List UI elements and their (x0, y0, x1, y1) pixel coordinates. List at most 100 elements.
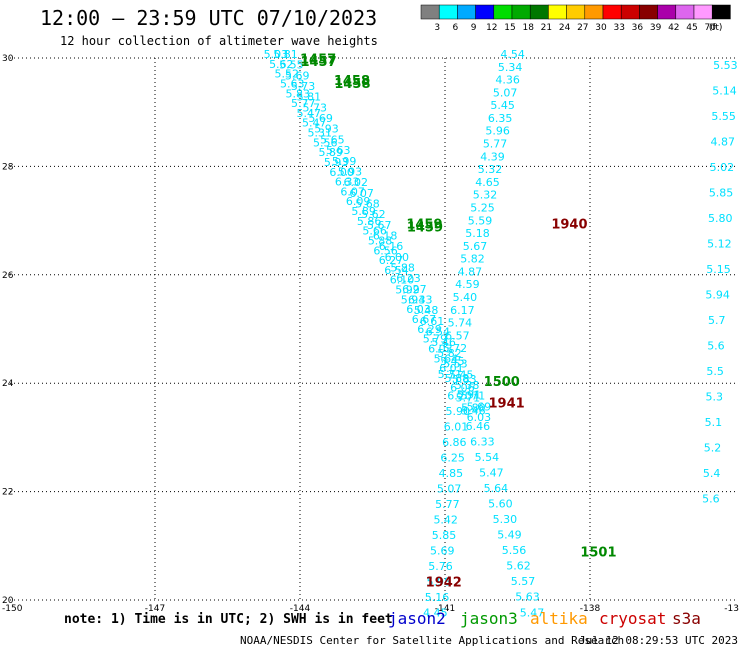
swh-label: 4.87 (458, 265, 483, 278)
satellite-jason3: jason3 (460, 609, 518, 628)
legend-swatch (529, 4, 549, 20)
swh-label: 5.55 (711, 110, 736, 123)
swh-label: 5.2 (704, 441, 722, 454)
swh-label: 5.81 (273, 48, 298, 61)
legend-unit: (ft) (709, 23, 723, 33)
swh-label: 5.71 (438, 368, 463, 381)
swh-label: 5.32 (478, 163, 503, 176)
swh-label: 5.14 (712, 84, 737, 97)
swh-label: 5.64 (434, 352, 459, 365)
lat-tick-label: 20 (2, 596, 14, 606)
swh-label: 5.85 (432, 529, 457, 542)
swh-label: 5.80 (461, 401, 486, 414)
legend-swatch (420, 4, 440, 20)
swh-label: 5.86 (357, 215, 382, 228)
swh-label: 5.80 (708, 212, 733, 225)
swh-label: 5.62 (506, 560, 531, 573)
legend-label: 24 (559, 23, 571, 33)
swh-label: 6.09 (346, 195, 371, 208)
lon-tick-label: -150 (2, 604, 23, 614)
legend-label: 42 (668, 23, 679, 33)
swh-label: 6.00 (385, 251, 410, 264)
swh-label: 5.63 (515, 591, 540, 604)
legend-label: 45 (686, 23, 697, 33)
time-label: 1942 (426, 575, 462, 590)
swh-label: 5.88 (390, 262, 415, 275)
swh-label: 5.71 (461, 390, 486, 403)
time-label: 1458 (334, 74, 370, 89)
legend-label: 36 (632, 23, 644, 33)
swh-label: 4.54 (500, 48, 525, 61)
swh-label: 6.17 (450, 304, 475, 317)
swh-label: 6.54 (426, 326, 451, 339)
swh-label: 5.98 (427, 575, 452, 588)
swh-label: 5.49 (497, 529, 522, 542)
swh-label: 5.42 (433, 513, 458, 526)
legend-swatch (493, 4, 513, 20)
swh-label: 5.82 (460, 253, 485, 266)
swh-label: 5.46 (431, 336, 456, 349)
swh-label: 5.59 (468, 214, 493, 227)
swh-label: 6.07 (349, 187, 374, 200)
legend-swatch (457, 4, 476, 20)
satellite-jason2: jason2 (388, 609, 446, 628)
swh-label: 6.35 (488, 112, 513, 125)
time-label: 1458 (334, 77, 370, 92)
swh-label: 5.89 (318, 146, 343, 159)
swh-label: 5.72 (443, 342, 468, 355)
swh-label: 5.99 (395, 284, 420, 297)
swh-label: 4.87 (711, 135, 736, 148)
swh-label: 5.30 (493, 513, 518, 526)
swh-label: 5.94 (401, 293, 426, 306)
time-label: 1500 (484, 375, 520, 390)
swh-label: 5.93 (314, 123, 339, 136)
swh-label: 5.73 (303, 101, 328, 114)
swh-label: 6.16 (379, 240, 404, 253)
time-label: 1501 (580, 546, 616, 561)
swh-label: 5.54 (475, 451, 500, 464)
swh-label: 6.23 (396, 272, 421, 285)
swh-label: 5.53 (443, 358, 468, 371)
swh-label: 5.1 (705, 416, 723, 429)
swh-label: 5.47 (297, 107, 322, 120)
swh-label: 6.25 (440, 451, 465, 464)
swh-label: 5.77 (291, 97, 316, 110)
swh-label: 5.45 (449, 368, 474, 381)
swh-label: 5.77 (483, 138, 508, 151)
swh-label: 5.02 (710, 161, 735, 174)
legend-label: 39 (650, 23, 662, 33)
swh-label: 5.68 (355, 197, 380, 210)
swh-label: 5.4 (703, 467, 721, 480)
swh-label: 5.47 (302, 117, 327, 130)
legend-label: 70 (704, 23, 716, 33)
legend-label: 12 (486, 23, 497, 33)
swh-label: 5.07 (493, 86, 518, 99)
page-title: 12:00 – 23:59 UTC 07/10/2023 (40, 6, 378, 30)
legend-label: 6 (453, 23, 459, 33)
swh-label: 6.18 (373, 229, 398, 242)
swh-label: 5.69 (308, 112, 333, 125)
swh-label: 5.77 (435, 498, 460, 511)
swh-label: 5.5 (706, 365, 724, 378)
swh-label: 5.6 (702, 492, 720, 505)
legend-swatch (711, 4, 731, 20)
swh-label: 6.86 (442, 436, 467, 449)
legend-label: 15 (504, 23, 515, 33)
swh-label: 5.45 (490, 99, 515, 112)
swh-label: 5.56 (313, 136, 338, 149)
swh-label: 6.20 (447, 389, 472, 402)
swh-label: 5.47 (520, 606, 545, 619)
swh-label: 5.69 (467, 400, 492, 413)
swh-label: 5.65 (320, 133, 345, 146)
swh-label: 4.65 (475, 176, 500, 189)
swh-label: 4.45 (423, 606, 448, 619)
swh-label: 5.67 (367, 219, 392, 232)
swh-label: 5.25 (470, 201, 495, 214)
swh-label: 5.83 (452, 373, 477, 386)
lon-tick-label: -138 (580, 604, 601, 614)
swh-label: 5.15 (706, 263, 731, 276)
legend-label: 18 (522, 23, 534, 33)
swh-label: 5.31 (307, 127, 332, 140)
swh-label: 5.93 (324, 156, 349, 169)
swh-label: 5.64 (484, 482, 509, 495)
